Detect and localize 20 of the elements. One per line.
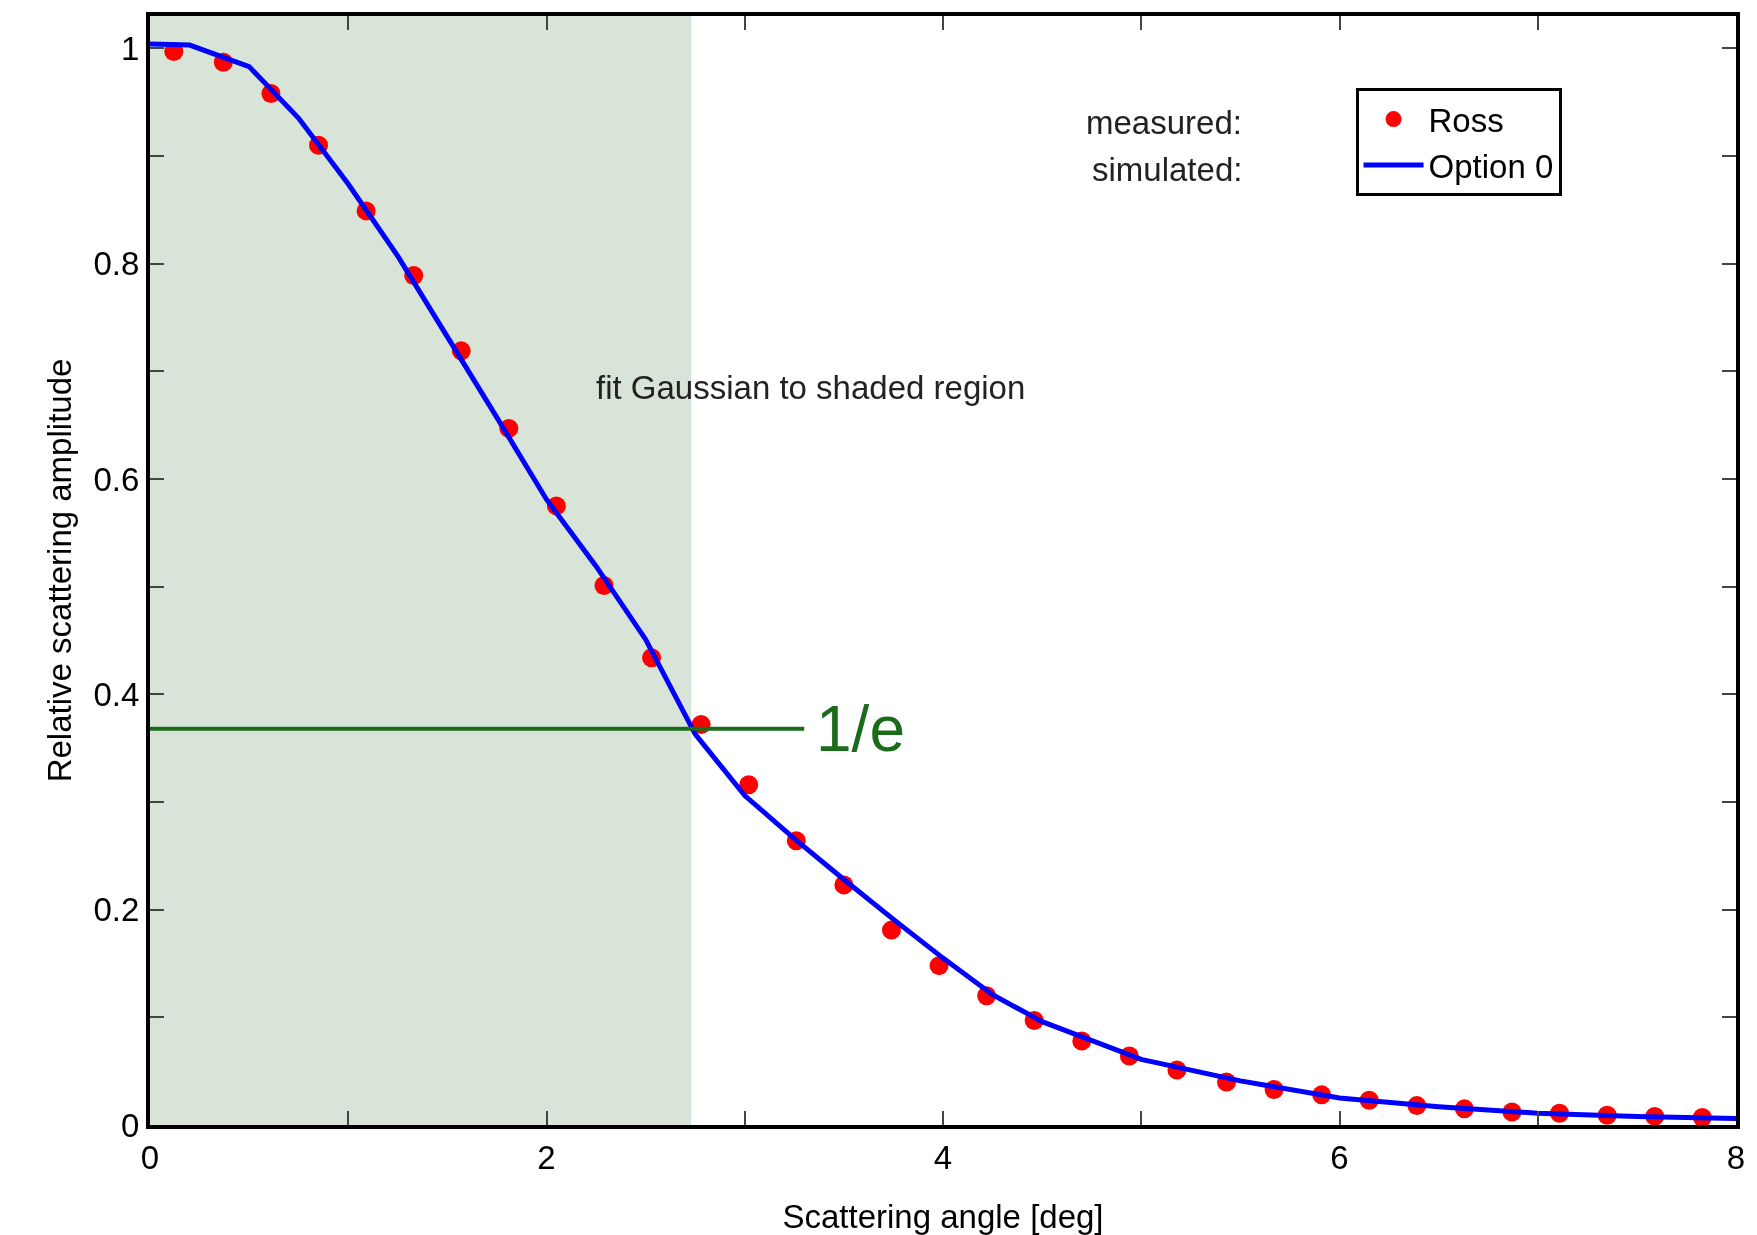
annotation: measured:: [1086, 104, 1242, 141]
y-tick-label: 0: [121, 1106, 140, 1144]
legend-label: Option 0: [1428, 147, 1554, 185]
point: [881, 920, 901, 940]
y-tick-label: 0.8: [93, 245, 140, 283]
x-tick-label: 6: [1330, 1138, 1349, 1176]
y-axis-title: Relative scattering amplitude: [41, 358, 78, 783]
y-tick-label: 1: [121, 29, 140, 67]
annotation: fit Gaussian to shaded region: [596, 369, 1026, 406]
legend-label: Ross: [1428, 101, 1504, 139]
x-axis-title: Scattering angle [deg]: [782, 1198, 1104, 1235]
y-tick-label: 0.2: [93, 891, 140, 929]
x-tick-label: 8: [1726, 1138, 1746, 1176]
y-tick-label: 0.4: [93, 675, 140, 713]
x-tick-label: 2: [537, 1138, 556, 1176]
y-tick-label: 0.6: [93, 460, 140, 498]
annotation: simulated:: [1092, 151, 1243, 188]
point: [739, 775, 759, 795]
x-tick-label: 4: [933, 1138, 953, 1176]
annotation: 1/e: [816, 693, 905, 765]
